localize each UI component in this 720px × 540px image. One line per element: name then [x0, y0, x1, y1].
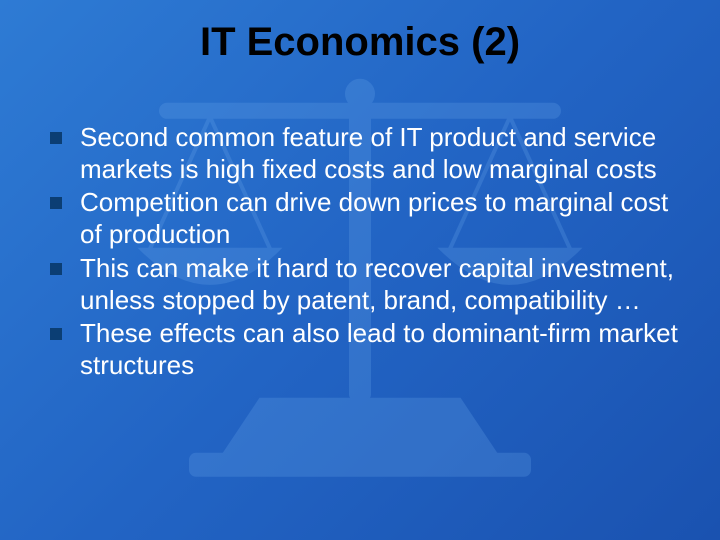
list-item: Competition can drive down prices to mar…	[50, 187, 680, 250]
bullet-text: Second common feature of IT product and …	[80, 122, 680, 185]
bullet-icon	[50, 328, 62, 340]
bullet-icon	[50, 197, 62, 209]
slide-container: IT Economics (2) Second common feature o…	[0, 0, 720, 540]
bullet-text: Competition can drive down prices to mar…	[80, 187, 680, 250]
bullet-icon	[50, 263, 62, 275]
slide-title: IT Economics (2)	[0, 20, 720, 65]
list-item: Second common feature of IT product and …	[50, 122, 680, 185]
list-item: These effects can also lead to dominant-…	[50, 318, 680, 381]
list-item: This can make it hard to recover capital…	[50, 253, 680, 316]
slide-content: Second common feature of IT product and …	[50, 122, 680, 384]
bullet-text: These effects can also lead to dominant-…	[80, 318, 680, 381]
bullet-text: This can make it hard to recover capital…	[80, 253, 680, 316]
bullet-icon	[50, 132, 62, 144]
